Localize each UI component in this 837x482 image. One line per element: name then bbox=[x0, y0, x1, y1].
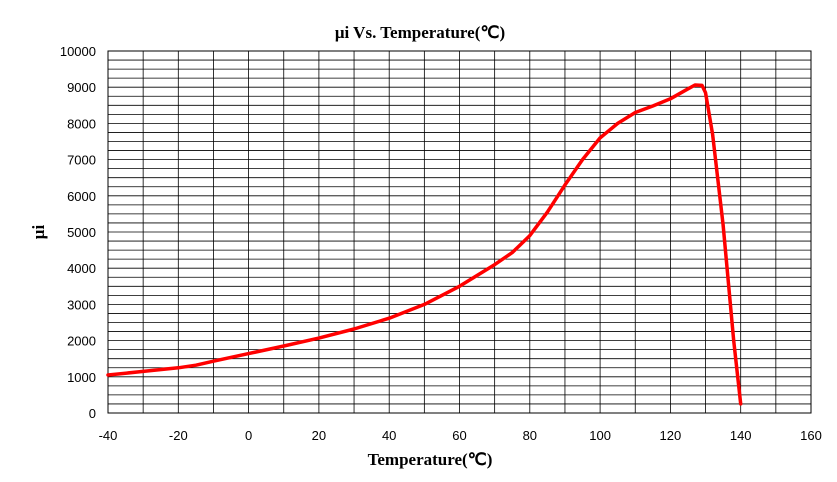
y-tick-label: 0 bbox=[89, 406, 96, 421]
y-tick-label: 2000 bbox=[67, 334, 96, 349]
x-axis-ticks: -40 -20 0 20 40 60 80 100 120 140 160 bbox=[99, 428, 822, 443]
series-line bbox=[106, 83, 743, 406]
x-tick-label: 20 bbox=[312, 428, 326, 443]
y-tick-label: 7000 bbox=[67, 153, 96, 168]
plot-grid bbox=[107, 50, 812, 414]
y-tick-label: 8000 bbox=[67, 116, 96, 131]
x-tick-label: 60 bbox=[452, 428, 466, 443]
x-tick-label: 100 bbox=[589, 428, 611, 443]
y-tick-label: 1000 bbox=[67, 370, 96, 385]
y-axis-label: μi bbox=[29, 225, 48, 240]
y-tick-label: 10000 bbox=[60, 44, 96, 59]
x-tick-label: 120 bbox=[660, 428, 682, 443]
x-tick-label: -40 bbox=[99, 428, 118, 443]
y-tick-label: 9000 bbox=[67, 80, 96, 95]
x-tick-label: 0 bbox=[245, 428, 252, 443]
x-tick-label: 160 bbox=[800, 428, 822, 443]
x-tick-label: 80 bbox=[523, 428, 537, 443]
x-tick-label: 40 bbox=[382, 428, 396, 443]
x-axis-label: Temperature(℃) bbox=[368, 450, 493, 469]
y-tick-label: 6000 bbox=[67, 189, 96, 204]
x-tick-label: 140 bbox=[730, 428, 752, 443]
chart-title: μi Vs. Temperature(℃) bbox=[335, 23, 505, 42]
y-tick-label: 4000 bbox=[67, 261, 96, 276]
y-tick-label: 5000 bbox=[67, 225, 96, 240]
y-tick-label: 3000 bbox=[67, 297, 96, 312]
plot-frame bbox=[107, 50, 812, 414]
y-axis-ticks: 0 1000 2000 3000 4000 5000 6000 7000 8000 9000 100… bbox=[60, 44, 96, 421]
x-tick-label: -20 bbox=[169, 428, 188, 443]
